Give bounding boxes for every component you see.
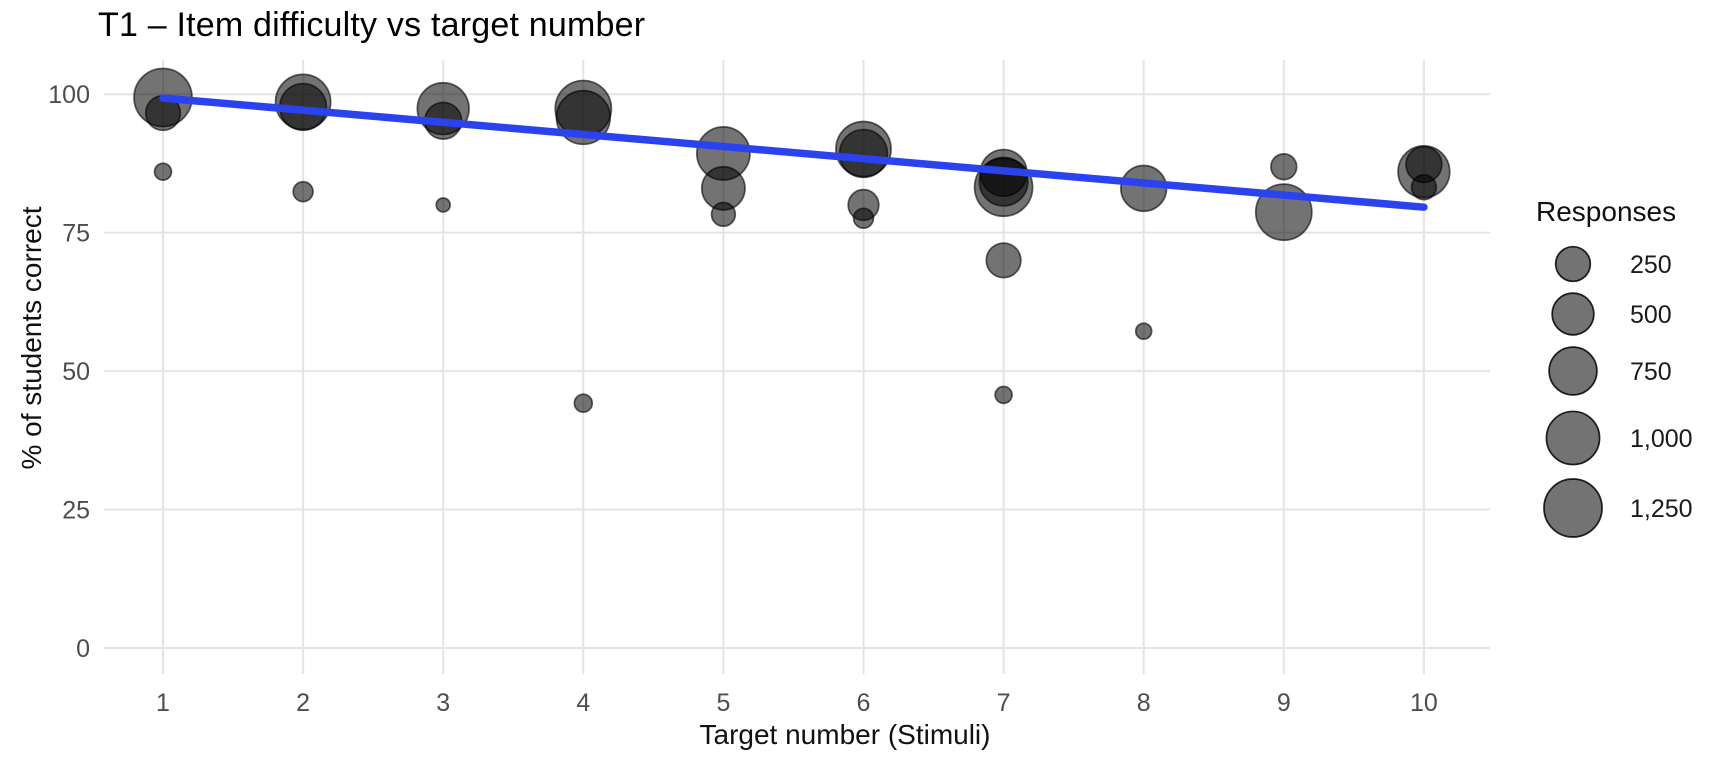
- legend-label-500: 500: [1630, 301, 1672, 329]
- x-tick-label-5: 5: [716, 689, 730, 717]
- legend-label-250: 250: [1630, 251, 1672, 279]
- x-tick-label-9: 9: [1277, 689, 1291, 717]
- x-axis-title: Target number (Stimuli): [0, 719, 1690, 751]
- bubble-x9-86.9: [1270, 153, 1298, 181]
- bubble-x3-80: [435, 197, 452, 213]
- bubble-x6-77.6: [852, 207, 875, 230]
- bubble-x1-86: [153, 162, 173, 182]
- bubble-x8-83: [1120, 164, 1168, 213]
- bubble-x2-82.4: [292, 180, 314, 203]
- bubble-x10-83.2: [1410, 174, 1438, 201]
- legend-title: Responses: [1536, 196, 1677, 227]
- legend-label-1250: 1,250: [1630, 495, 1693, 523]
- x-tick-label-4: 4: [576, 689, 590, 717]
- legend-circle-1250: [1543, 478, 1603, 538]
- bubble-x7-70: [985, 242, 1022, 279]
- legend-label-750: 750: [1630, 358, 1672, 386]
- x-tick-label-7: 7: [997, 689, 1011, 717]
- x-tick-label-1: 1: [156, 689, 170, 717]
- y-tick-label-50: 50: [62, 358, 90, 386]
- x-tick-label-10: 10: [1410, 689, 1438, 717]
- x-tick-label-2: 2: [296, 689, 310, 717]
- y-tick-label-25: 25: [62, 497, 90, 525]
- y-tick-label-75: 75: [62, 220, 90, 248]
- y-tick-label-100: 100: [48, 81, 90, 109]
- legend-circle-750: [1548, 346, 1598, 396]
- bubble-x8-57.2: [1134, 322, 1153, 341]
- legend-circle-500: [1551, 292, 1595, 336]
- bubble-x4-44.2: [573, 393, 594, 414]
- legend-circle-1000: [1545, 410, 1601, 466]
- x-axis-title-text: Target number (Stimuli): [699, 719, 991, 750]
- x-tick-label-8: 8: [1137, 689, 1151, 717]
- legend-label-1000: 1,000: [1630, 425, 1693, 453]
- trend-line: [159, 94, 1428, 211]
- chart-title: T1 – Item difficulty vs target number: [98, 6, 646, 44]
- x-tick-label-6: 6: [857, 689, 871, 717]
- x-tick-label-3: 3: [436, 689, 450, 717]
- bubble-x5-78.3: [710, 201, 737, 228]
- y-tick-label-0: 0: [76, 635, 90, 663]
- bubble-x7-45.7: [994, 385, 1013, 405]
- legend-circle-250: [1554, 245, 1592, 283]
- y-axis-title: % of students correct: [16, 206, 47, 470]
- bubble-x6-89.3: [838, 128, 889, 179]
